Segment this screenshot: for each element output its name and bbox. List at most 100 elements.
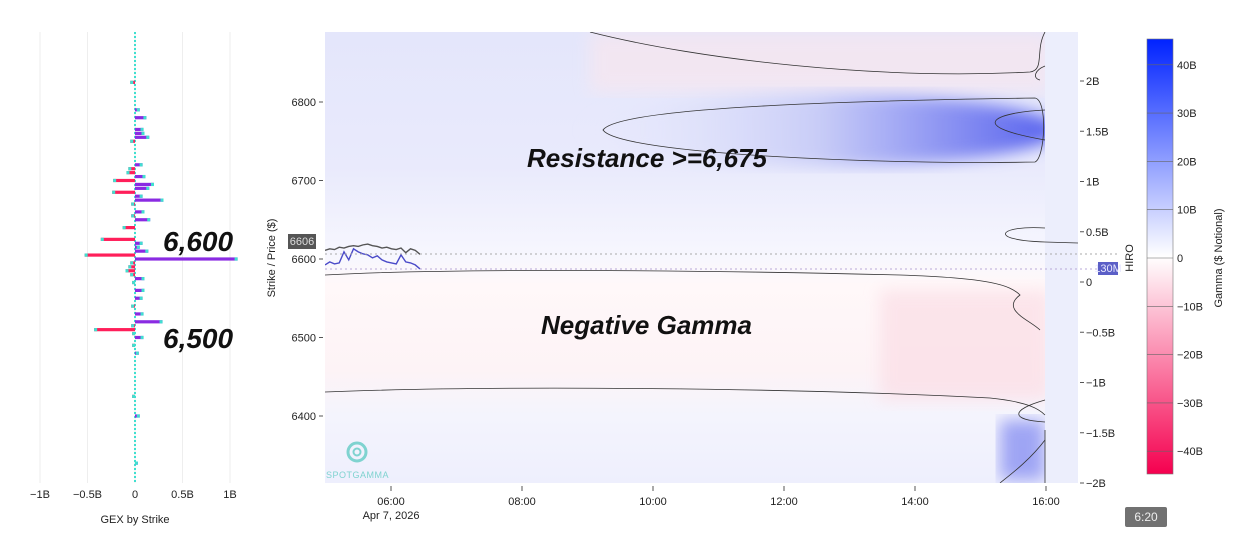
gex-x-tick: 1B <box>223 489 236 501</box>
hiro-axis-label: HIRO <box>1124 244 1136 272</box>
spotgamma-logo <box>346 441 368 463</box>
gamma-heatmap <box>325 32 1078 483</box>
colorbar-label: Gamma ($ Notional) <box>1213 208 1225 307</box>
gex-bar <box>135 174 146 179</box>
gex-bar <box>135 135 150 139</box>
hiro-tag <box>1098 262 1118 275</box>
gex-bar-tip <box>135 351 139 355</box>
gex-bar-tip <box>132 343 136 347</box>
colorbar-tick-label: 40B <box>1177 60 1197 72</box>
gex-bar <box>128 265 135 269</box>
x-tick-label: 14:00 <box>901 496 929 508</box>
gex-panel: −1B −0.5B 0 0.5B 1B GEX by Strike <box>30 32 238 526</box>
y2-tick-label: 1.5B <box>1086 126 1109 138</box>
gex-bar <box>94 328 135 332</box>
gex-x-label: GEX by Strike <box>100 514 169 526</box>
colorbar-tick-label: 10B <box>1177 205 1197 217</box>
gex-bar <box>113 178 135 183</box>
gex-bar <box>135 186 150 190</box>
gex-bar-tip <box>234 257 238 261</box>
gex-x-tick: −0.5B <box>73 489 102 501</box>
gex-bar-tip <box>132 280 136 285</box>
gex-bar <box>125 269 135 273</box>
gex-bar-tip <box>139 194 143 198</box>
price-tag-label: 6606 <box>290 236 314 248</box>
gex-bar-tip <box>94 328 98 332</box>
gex-bar-tip <box>151 182 154 187</box>
gex-bar-tip <box>145 249 149 253</box>
gex-bar <box>135 198 164 202</box>
gex-bar-tip <box>146 186 150 190</box>
gex-bar <box>135 296 143 300</box>
gex-bar <box>135 335 144 340</box>
heatmap-pink-low <box>880 290 1050 400</box>
gex-bar-tip <box>126 171 130 175</box>
gex-bar-tip <box>140 127 144 132</box>
annotation-6600: 6,600 <box>163 226 234 257</box>
x-tick-label: 16:00 <box>1032 496 1060 508</box>
gex-bar-tip <box>141 288 145 292</box>
y-tick-label: 6500 <box>292 333 316 345</box>
gex-bar <box>135 163 143 167</box>
gex-bar-tip <box>130 273 134 277</box>
y-tick-label: 6800 <box>292 97 316 109</box>
gex-bar <box>135 116 147 120</box>
time-button[interactable]: 6:20 <box>1125 507 1167 527</box>
gex-x-tick: 0.5B <box>171 489 194 501</box>
gex-bar-tip <box>128 167 132 171</box>
gex-bar-tip <box>139 296 143 300</box>
annotation-6500: 6,500 <box>163 323 234 354</box>
x-tick-label: 06:00 <box>377 496 405 508</box>
gex-bar <box>135 312 144 316</box>
gex-bar-tip <box>136 108 140 112</box>
gex-bar <box>135 194 143 198</box>
y2-tick-label: 0.5B <box>1086 227 1109 239</box>
gex-bar <box>135 210 145 214</box>
colorbar-ticks: −40B −30B −20B −10B 0 10B 20B 30B 40B <box>1147 60 1203 458</box>
gex-bar <box>135 320 163 324</box>
gex-bar <box>112 190 135 194</box>
gex-bar-tip <box>142 174 146 179</box>
gex-bar <box>135 218 151 222</box>
gex-bars <box>84 32 238 483</box>
gex-bar-tip <box>140 312 144 316</box>
y-tick-label: 6600 <box>292 254 316 266</box>
heatmap-axes: 6400 6500 6600 6700 6800 06:00 08:00 10:00 12:00… <box>292 76 1116 508</box>
gex-bar <box>135 257 238 261</box>
gex-bar-tip <box>134 461 138 465</box>
gex-bar-tip <box>113 178 117 183</box>
gex-bar-tip <box>147 218 151 222</box>
gex-bar-tip <box>131 304 135 308</box>
colorbar <box>1146 38 1174 475</box>
gex-bar-tip <box>131 324 135 328</box>
hiro-tag-label: 130M <box>1094 263 1122 275</box>
gex-bar-tip <box>136 414 140 418</box>
gex-bar-tip <box>132 394 136 398</box>
y2-tick-label: 0 <box>1086 277 1092 289</box>
colorbar-tick-label: 30B <box>1177 108 1197 120</box>
gex-bar-tip <box>136 245 140 249</box>
heatmap-pink-top <box>590 32 1050 92</box>
gex-bar-tip <box>140 335 144 340</box>
y2-tick-label: 2B <box>1086 76 1099 88</box>
gex-bar-tip <box>146 135 150 139</box>
y2-tick-label: −1.5B <box>1086 428 1115 440</box>
price-tag <box>288 234 316 249</box>
gex-bar <box>135 182 154 187</box>
gex-bar-tip <box>130 80 134 84</box>
gex-x-tick: 0 <box>132 489 138 501</box>
colorbar-tick-label: −40B <box>1177 446 1203 458</box>
gex-bar <box>100 237 135 241</box>
gex-bar-tip <box>141 277 145 281</box>
gex-bar <box>135 277 145 281</box>
colorbar-tick-label: −30B <box>1177 398 1203 410</box>
heatmap-contours <box>325 32 1078 483</box>
x-tick-label: 08:00 <box>508 496 536 508</box>
gex-bar-tip <box>141 131 145 135</box>
gex-bar <box>122 226 135 230</box>
heatmap-date-label: Apr 7, 2026 <box>363 510 420 522</box>
hiro-line <box>325 247 421 270</box>
gex-bar-tip <box>100 237 104 241</box>
gex-bar-tip <box>143 116 147 120</box>
